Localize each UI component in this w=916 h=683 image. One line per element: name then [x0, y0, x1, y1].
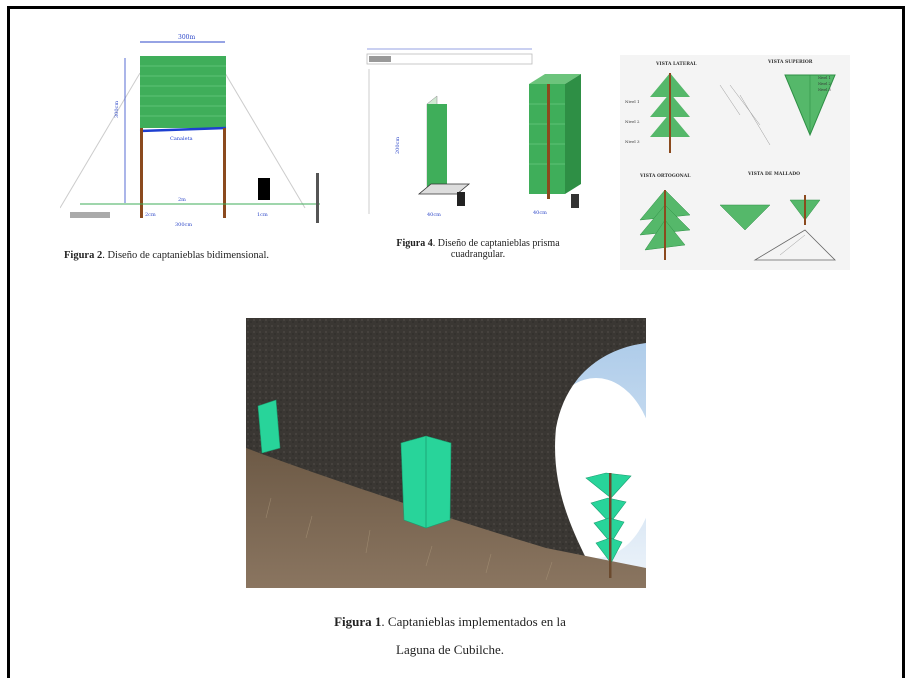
tank — [258, 178, 270, 200]
prism-mesh-small — [427, 104, 447, 194]
figure3-diagram: VISTA LATERAL VISTA SUPERIOR VISTA ORTOG… — [620, 55, 850, 270]
svg-text:Nivel 1: Nivel 1 — [625, 99, 640, 104]
figure2-diagram: 300m Canaleta 300cm 2m 2cm 300cm 1cm — [60, 34, 320, 228]
svg-text:40cm: 40cm — [533, 210, 547, 216]
pole-left — [140, 128, 143, 218]
figure4-caption: Figura 4. Diseño de captanieblas prisma … — [396, 238, 560, 260]
figure1-label: Figura 1 — [334, 614, 382, 629]
svg-text:1cm: 1cm — [257, 212, 268, 218]
svg-text:2m: 2m — [178, 197, 186, 203]
figure1-photo — [246, 318, 646, 588]
view-label-ortogonal: VISTA ORTOGONAL — [639, 173, 691, 179]
svg-text:Nivel 2: Nivel 2 — [625, 119, 640, 124]
figure2-caption: Figura 2. Diseño de captanieblas bidimen… — [64, 250, 270, 261]
svg-text:200cm: 200cm — [395, 137, 401, 154]
figure4-label: Figura 4 — [396, 238, 433, 249]
figure1-caption: Figura 1. Captanieblas implementados en … — [334, 614, 566, 657]
svg-text:300m: 300m — [178, 34, 195, 41]
svg-text:Canaleta: Canaleta — [170, 136, 193, 142]
svg-text:300cm: 300cm — [114, 101, 120, 118]
svg-text:Nivel 2: Nivel 2 — [818, 82, 831, 86]
svg-text:300cm: 300cm — [175, 222, 192, 228]
svg-text:Nivel 3: Nivel 3 — [818, 88, 831, 92]
view-label-superior: VISTA SUPERIOR — [767, 59, 813, 65]
collector-left — [257, 399, 281, 454]
view-label-mallado: VISTA DE MALLADO — [747, 171, 800, 177]
mesh-panel — [140, 56, 226, 128]
svg-text:Nivel 3: Nivel 3 — [625, 139, 640, 144]
svg-text:Nivel 1: Nivel 1 — [818, 76, 831, 80]
view-label-lateral: VISTA LATERAL — [655, 61, 697, 67]
figure2-label: Figura 2 — [64, 250, 103, 261]
figure4-diagram: 40cm 200cm 40cm — [366, 48, 581, 218]
svg-text:2cm: 2cm — [145, 212, 156, 218]
svg-text:40cm: 40cm — [427, 212, 441, 218]
pole-right — [223, 128, 226, 218]
page-border — [7, 6, 905, 678]
